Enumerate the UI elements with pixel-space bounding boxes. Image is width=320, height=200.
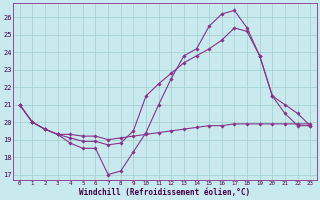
X-axis label: Windchill (Refroidissement éolien,°C): Windchill (Refroidissement éolien,°C) <box>79 188 251 197</box>
